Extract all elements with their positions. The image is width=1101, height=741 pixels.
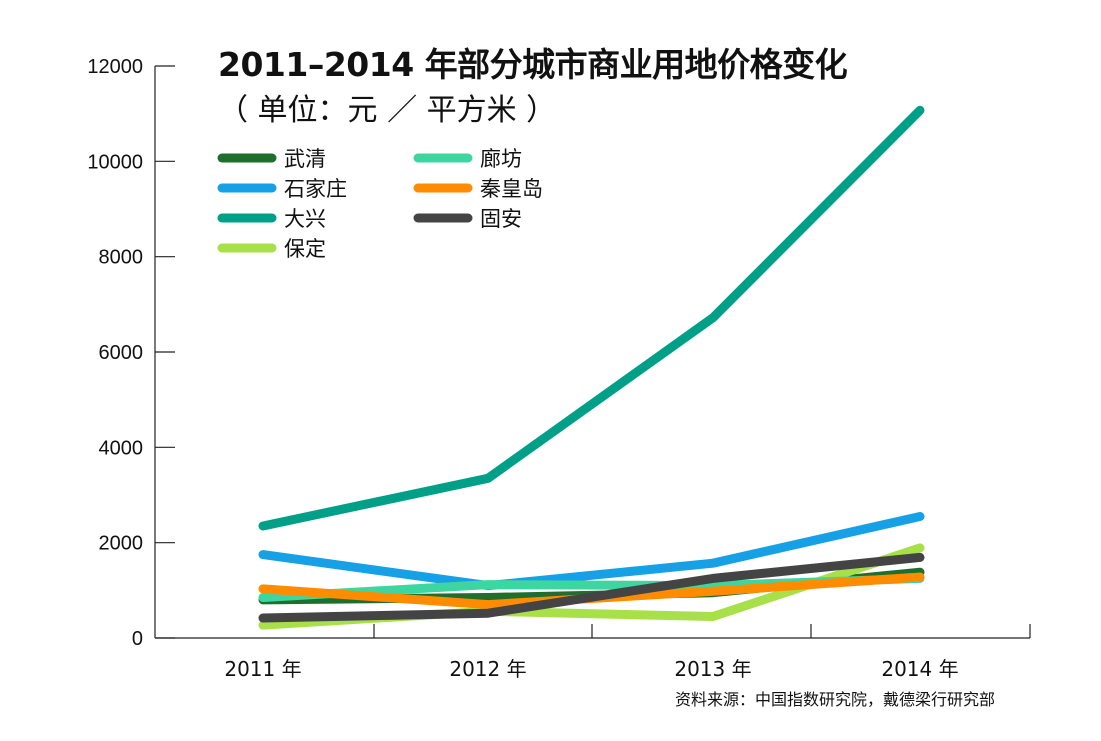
y-tick-label: 4000 (99, 437, 144, 459)
y-tick-label: 10000 (87, 151, 143, 173)
x-tick-label: 2013 年 (674, 657, 751, 681)
y-tick-label: 8000 (99, 247, 144, 269)
legend-label: 秦皇岛 (480, 177, 543, 201)
series-line-3 (258, 105, 925, 531)
legend-label: 固安 (480, 207, 522, 231)
y-tick-label: 6000 (99, 342, 144, 364)
x-tick-label: 2011 年 (224, 657, 301, 681)
legend-label: 武清 (284, 147, 326, 171)
y-tick-label: 2000 (99, 533, 144, 555)
y-tick-label: 12000 (87, 56, 143, 78)
legend-label: 大兴 (284, 207, 326, 231)
legend-label: 廊坊 (480, 147, 522, 171)
source-note: 资料来源：中国指数研究院，戴德梁行研究部 (675, 690, 996, 709)
x-tick-label: 2014 年 (881, 657, 958, 681)
chart-subtitle: （ 单位：元 ／ 平方米 ） (218, 93, 557, 128)
y-tick-label: 0 (132, 628, 143, 650)
legend-label: 石家庄 (284, 177, 347, 201)
series-line-7 (258, 552, 925, 623)
legend-label: 保定 (284, 237, 326, 261)
series-line-2 (258, 512, 925, 591)
x-tick-label: 2012 年 (449, 657, 526, 681)
chart-title: 2011–2014 年部分城市商业用地价格变化 (218, 45, 848, 84)
